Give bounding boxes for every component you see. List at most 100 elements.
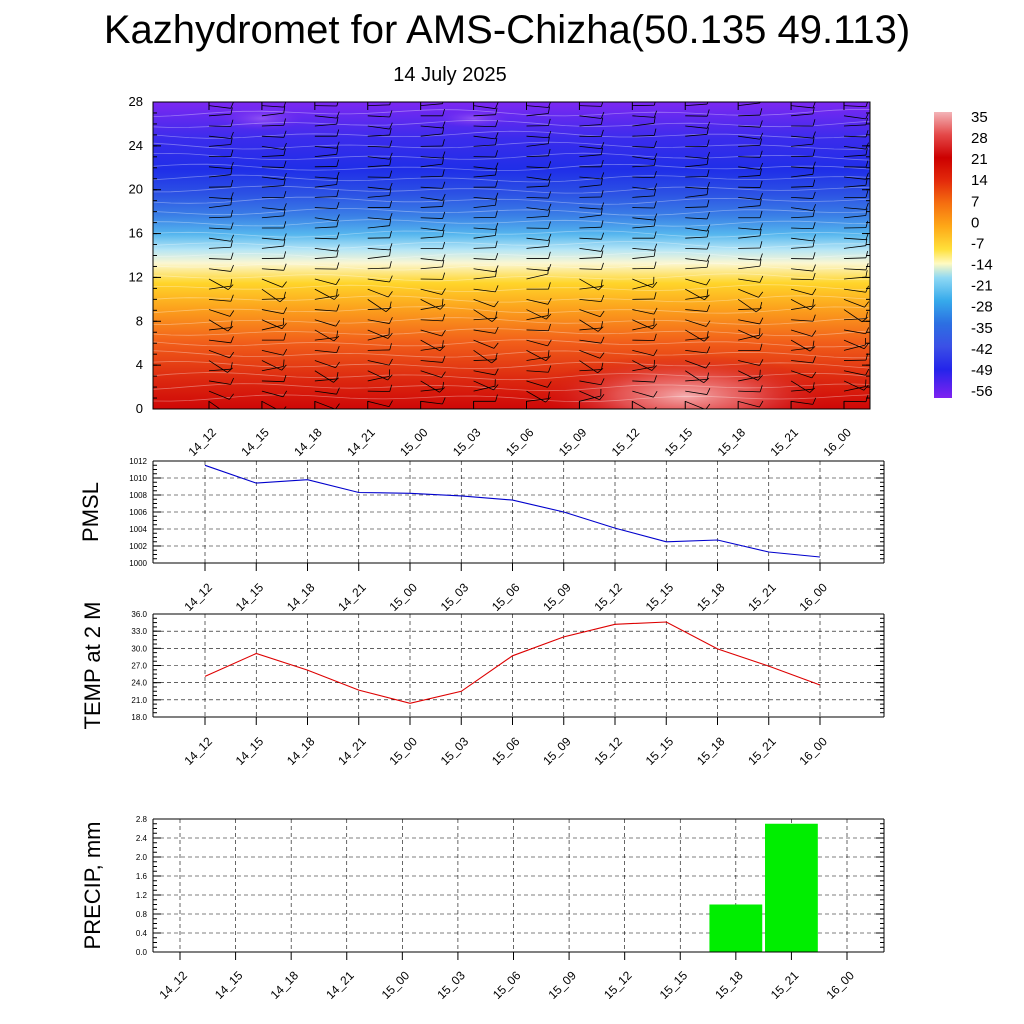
wind-barb-feather (865, 178, 868, 186)
wind-barb (473, 350, 492, 364)
wind-barb (473, 204, 496, 208)
wind-barb (367, 255, 390, 259)
wind-barb-feather (495, 210, 498, 218)
wind-barb-feather (809, 387, 816, 393)
wind-barb-feather (230, 222, 234, 230)
wind-barb (526, 207, 549, 211)
wind-barb-feather (703, 377, 710, 384)
wind-barb-feather (705, 362, 711, 369)
wind-barb-feather (495, 265, 499, 272)
wind-barb-feather (865, 148, 868, 156)
wind-barb-feather (653, 292, 657, 300)
wind-barb (738, 390, 761, 393)
wind-barb-feather (601, 129, 604, 137)
wind-barb-feather (230, 131, 234, 139)
wind-barb (632, 217, 655, 221)
isotherm-line (153, 208, 870, 216)
wind-barb-feather (653, 243, 658, 251)
wind-barb (579, 286, 602, 290)
y-axis-label: TEMP at 2 M (80, 602, 105, 730)
wind-barb-feather (706, 372, 709, 380)
wind-barb-feather (865, 311, 868, 319)
wind-barb-feather (548, 323, 551, 331)
wind-barb (632, 390, 654, 398)
wind-barb-feather (336, 330, 339, 338)
wind-barb (738, 376, 760, 382)
wind-barb-feather (495, 352, 498, 360)
wind-barb-feather (812, 272, 816, 280)
x-tick-label: 15_00 (397, 425, 431, 459)
x-tick-label: 15_18 (715, 425, 749, 459)
wind-barb (314, 309, 337, 312)
wind-barb (738, 400, 760, 408)
wind-barb (208, 113, 231, 117)
wind-barb (208, 278, 229, 290)
x-tick-label: 15_21 (745, 734, 779, 768)
wind-barb-feather (442, 169, 445, 177)
wind-barb-feather (336, 219, 339, 227)
wind-barb-feather (283, 178, 286, 186)
wind-barb-feather (441, 298, 444, 306)
x-tick-label: 14_15 (212, 968, 246, 1002)
wind-barb (526, 196, 549, 199)
wind-barb-feather (600, 336, 605, 344)
wind-barb (738, 258, 761, 261)
wind-barb (526, 273, 549, 280)
wind-barb-feather (336, 111, 340, 119)
wind-barb-feather (653, 201, 657, 209)
wind-barb (526, 349, 547, 362)
wind-barb-feather (706, 254, 711, 262)
wind-barb (791, 237, 813, 242)
wind-barb (738, 227, 761, 231)
wind-barb (791, 360, 814, 364)
wind-barb-feather (230, 320, 233, 328)
wind-barb (685, 236, 708, 239)
wind-barb (579, 339, 602, 344)
y-tick-label: 1.2 (136, 891, 148, 900)
wind-barb-feather (653, 188, 657, 196)
wind-barb-feather (706, 304, 710, 312)
wind-barb (526, 315, 549, 321)
wind-barb (791, 278, 814, 281)
wind-barb (579, 390, 600, 401)
wind-barb (314, 115, 337, 119)
wind-barb-feather (865, 190, 869, 198)
wind-barb (791, 216, 814, 219)
x-tick-label: 15_09 (540, 580, 574, 614)
wind-barb (526, 298, 549, 305)
wind-barb (632, 135, 655, 137)
wind-barb-feather (812, 119, 816, 127)
wind-barb-feather (439, 387, 445, 393)
wind-barb (738, 156, 761, 158)
wind-barb-feather (283, 307, 287, 314)
wind-barb (367, 195, 390, 198)
wind-barb-feather (336, 177, 339, 185)
wind-barb (473, 196, 496, 200)
wind-barb-feather (495, 150, 498, 158)
wind-barb-feather (865, 130, 869, 138)
wind-barb (420, 380, 440, 393)
wind-barb-feather (706, 330, 709, 338)
wind-barb-feather (653, 359, 656, 367)
wind-barb (261, 155, 284, 158)
wind-barb (420, 196, 443, 201)
wind-barb (367, 375, 390, 382)
wind-barb (208, 400, 221, 409)
cold-spot (437, 109, 510, 128)
wind-barb (526, 309, 547, 320)
wind-barb-feather (653, 391, 658, 398)
wind-barb-feather (495, 162, 499, 170)
wind-barb-feather (283, 251, 287, 259)
x-tick-label: 15_00 (386, 734, 420, 768)
wind-barb (314, 247, 337, 252)
y-tick-label: 4 (136, 357, 143, 372)
wind-barb-feather (548, 191, 551, 199)
wind-barb (314, 278, 337, 286)
wind-barb-feather (493, 342, 499, 349)
wind-barb (420, 163, 443, 168)
wind-barb (261, 185, 284, 188)
wind-barb-feather (495, 198, 498, 206)
wind-barb-feather (442, 151, 446, 159)
wind-barb-feather (389, 301, 392, 309)
wind-barb-feather (547, 136, 550, 144)
